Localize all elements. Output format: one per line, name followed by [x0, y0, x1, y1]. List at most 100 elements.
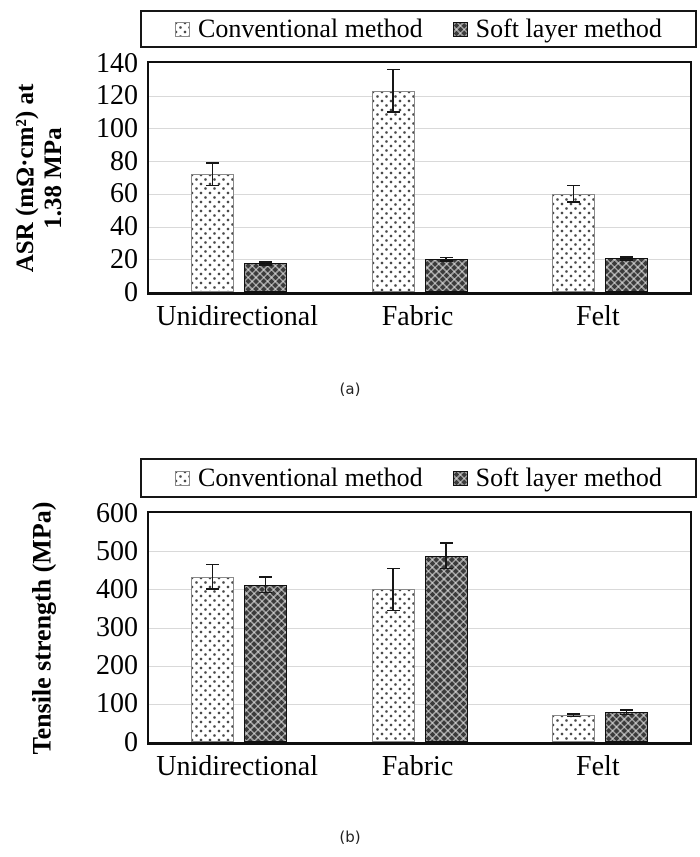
error-bar-cap — [619, 256, 633, 258]
y-tick-label: 140 — [96, 47, 138, 79]
gridline — [149, 193, 690, 195]
figure-a: Conventional method Soft layer method AS… — [0, 0, 700, 410]
y-tick-label: 300 — [96, 612, 138, 643]
y-tick-label: 80 — [110, 145, 138, 177]
error-bar — [625, 709, 628, 715]
error-bar-cap — [386, 609, 400, 612]
plot-area — [147, 511, 692, 745]
x-axis-labels: Unidirectional Fabric Felt — [147, 301, 692, 338]
bar-soft-layer-felt — [604, 712, 648, 742]
x-category-label: Unidirectional — [156, 301, 319, 332]
gridline — [149, 128, 690, 130]
gridline — [149, 161, 690, 163]
legend-entry-soft-layer: Soft layer method — [452, 14, 662, 44]
bar-conventional-fabric — [371, 90, 415, 292]
bar-soft-layer-unidirectional — [244, 263, 288, 292]
y-tick-label: 0 — [124, 276, 138, 308]
error-bar-cap — [439, 256, 453, 259]
error-bar — [211, 162, 214, 186]
y-axis-title-b: Tensile strength (MPa) — [27, 502, 56, 755]
bar-soft-layer-felt — [604, 258, 648, 292]
figure-caption-a: (a) — [339, 380, 361, 398]
figure-caption-b: (b) — [339, 828, 361, 846]
error-bar-cap — [259, 264, 273, 266]
y-axis-ticks: 0 20 40 60 80 100 120 140 — [80, 49, 138, 306]
gridline — [149, 259, 690, 261]
error-bar-cap — [206, 563, 220, 566]
y-tick-label: 500 — [96, 535, 138, 567]
y-tick-label: 20 — [110, 243, 138, 275]
gridline — [149, 551, 690, 553]
y-axis-ticks: 0 100 200 300 400 500 600 — [80, 499, 138, 756]
error-bar-cap — [619, 709, 633, 711]
error-bar — [264, 577, 267, 593]
legend-label-conventional: Conventional method — [198, 463, 423, 492]
error-bar-cap — [386, 567, 400, 570]
bar-conventional-unidirectional — [191, 576, 235, 742]
bar-conventional-felt — [551, 715, 595, 742]
y-tick-label: 100 — [96, 688, 138, 720]
x-category-label: Unidirectional — [156, 751, 319, 782]
x-category-label: Fabric — [381, 301, 454, 332]
error-bar-cap — [259, 591, 273, 594]
error-bar-cap — [619, 713, 633, 716]
legend-entry-conventional: Conventional method — [175, 14, 423, 44]
error-bar-cap — [566, 715, 580, 718]
error-bar-cap — [259, 260, 273, 263]
error-bar-cap — [206, 588, 220, 590]
error-bar — [625, 256, 628, 261]
soft-layer-pattern-swatch-icon — [452, 470, 468, 486]
x-axis-labels: Unidirectional Fabric Felt — [147, 751, 692, 788]
gridline — [149, 703, 690, 705]
error-bar-cap — [386, 111, 400, 113]
legend-entry-soft-layer: Soft layer method — [452, 463, 662, 493]
x-category-label: Fabric — [381, 751, 454, 782]
error-bar — [572, 185, 575, 203]
y-tick-label: 60 — [110, 178, 138, 210]
y-axis-title-a: ASR (mΩ·cm²) at 1.38 MPa — [12, 84, 68, 273]
gridline — [149, 665, 690, 667]
error-bar — [445, 543, 447, 569]
legend-label-soft-layer: Soft layer method — [475, 463, 662, 492]
error-bar-cap — [619, 259, 633, 261]
error-bar — [392, 69, 394, 113]
conventional-pattern-swatch-icon — [175, 470, 191, 486]
error-bar — [264, 261, 267, 266]
error-bar — [211, 564, 214, 589]
y-tick-label: 0 — [124, 726, 138, 758]
gridline — [149, 627, 690, 629]
y-axis-title-a-line1: ASR (mΩ·cm²) at — [12, 83, 39, 273]
x-category-label: Felt — [576, 751, 620, 782]
y-axis-title-a-line2: 1.38 MPa — [40, 127, 67, 229]
bar-soft-layer-fabric — [424, 259, 468, 292]
legend-entry-conventional: Conventional method — [175, 463, 423, 493]
y-tick-label: 100 — [96, 112, 138, 144]
error-bar — [445, 257, 447, 261]
figure-b: Conventional method Soft layer method Te… — [0, 447, 700, 857]
bar-conventional-felt — [551, 193, 595, 292]
bar-soft-layer-fabric — [424, 555, 468, 742]
error-bar-cap — [386, 68, 400, 71]
y-tick-label: 40 — [110, 211, 138, 243]
gridline — [149, 589, 690, 591]
bar-soft-layer-unidirectional — [244, 584, 288, 742]
error-bar-cap — [439, 260, 453, 262]
error-bar-cap — [566, 713, 580, 715]
legend-label-soft-layer: Soft layer method — [475, 14, 662, 43]
error-bar-cap — [206, 162, 220, 164]
error-bar-cap — [206, 184, 220, 187]
error-bar — [572, 714, 575, 717]
gridline — [149, 226, 690, 228]
error-bar-cap — [439, 567, 453, 570]
error-bar — [392, 568, 394, 611]
y-tick-label: 200 — [96, 650, 138, 682]
bar-conventional-unidirectional — [191, 174, 235, 292]
legend-a: Conventional method Soft layer method — [140, 10, 697, 48]
error-bar-cap — [566, 201, 580, 203]
legend-b: Conventional method Soft layer method — [140, 458, 697, 498]
legend-label-conventional: Conventional method — [198, 14, 423, 43]
y-tick-label: 600 — [96, 497, 138, 529]
plot-area — [147, 61, 692, 295]
y-tick-label: 400 — [96, 573, 138, 605]
error-bar-cap — [566, 184, 580, 187]
